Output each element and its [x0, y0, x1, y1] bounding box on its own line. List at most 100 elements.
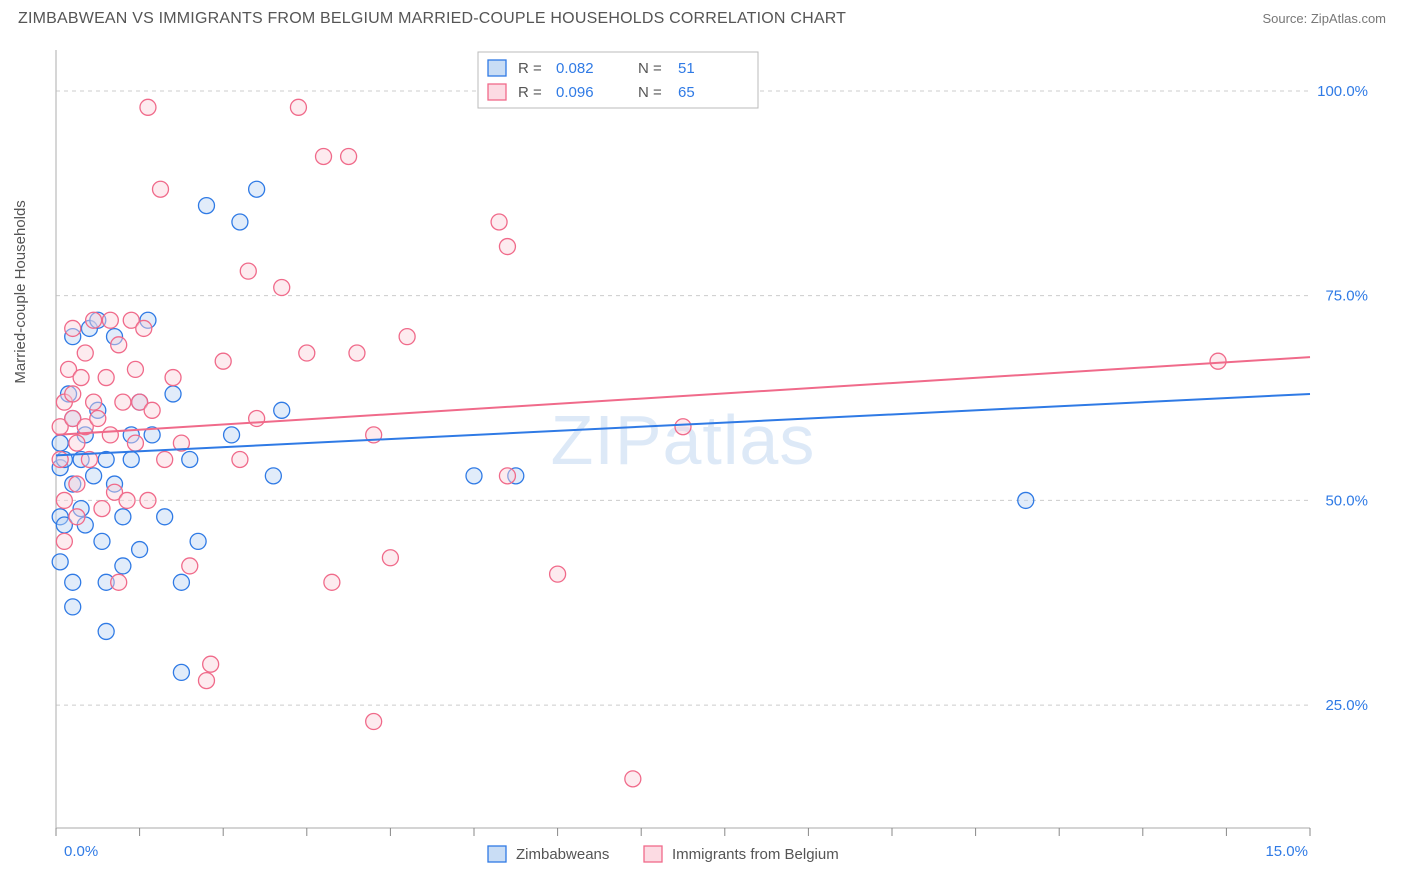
- legend-n-value: 51: [678, 60, 695, 77]
- data-point: [240, 263, 256, 279]
- data-point: [165, 386, 181, 402]
- data-point: [52, 554, 68, 570]
- data-point: [111, 337, 127, 353]
- data-point: [299, 345, 315, 361]
- data-point: [153, 181, 169, 197]
- data-point: [382, 550, 398, 566]
- data-point: [86, 312, 102, 328]
- data-point: [69, 476, 85, 492]
- y-axis-label: Married-couple Households: [12, 200, 29, 383]
- data-point: [232, 451, 248, 467]
- legend-r-value: 0.096: [556, 84, 594, 101]
- chart-title: ZIMBABWEAN VS IMMIGRANTS FROM BELGIUM MA…: [18, 10, 846, 28]
- data-point: [132, 542, 148, 558]
- legend-r-value: 0.082: [556, 60, 594, 77]
- data-point: [86, 468, 102, 484]
- legend-swatch: [488, 60, 506, 76]
- data-point: [115, 509, 131, 525]
- data-point: [90, 411, 106, 427]
- y-tick-label: 100.0%: [1317, 83, 1368, 100]
- data-point: [165, 370, 181, 386]
- data-point: [198, 198, 214, 214]
- data-point: [399, 329, 415, 345]
- legend-swatch: [644, 846, 662, 862]
- data-point: [349, 345, 365, 361]
- data-point: [69, 435, 85, 451]
- data-point: [157, 451, 173, 467]
- data-point: [127, 435, 143, 451]
- data-point: [182, 558, 198, 574]
- source-label: Source: ZipAtlas.com: [1262, 11, 1386, 26]
- legend-r-label: R =: [518, 84, 542, 101]
- data-point: [173, 664, 189, 680]
- data-point: [69, 509, 85, 525]
- data-point: [140, 99, 156, 115]
- data-point: [119, 492, 135, 508]
- data-point: [65, 599, 81, 615]
- data-point: [366, 714, 382, 730]
- data-point: [52, 435, 68, 451]
- data-point: [274, 402, 290, 418]
- data-point: [316, 148, 332, 164]
- x-tick-label: 15.0%: [1265, 843, 1308, 860]
- data-point: [1210, 353, 1226, 369]
- data-point: [215, 353, 231, 369]
- y-tick-label: 25.0%: [1325, 697, 1368, 714]
- data-point: [136, 320, 152, 336]
- data-point: [203, 656, 219, 672]
- legend-n-value: 65: [678, 84, 695, 101]
- data-point: [550, 566, 566, 582]
- data-point: [466, 468, 482, 484]
- data-point: [86, 394, 102, 410]
- data-point: [98, 370, 114, 386]
- data-point: [224, 427, 240, 443]
- data-point: [65, 386, 81, 402]
- data-point: [56, 533, 72, 549]
- chart-container: Married-couple Households 25.0%50.0%75.0…: [18, 40, 1388, 874]
- data-point: [198, 673, 214, 689]
- x-tick-label: 0.0%: [64, 843, 98, 860]
- legend-n-label: N =: [638, 84, 662, 101]
- data-point: [77, 345, 93, 361]
- data-point: [274, 279, 290, 295]
- legend-swatch: [488, 846, 506, 862]
- watermark: ZIPatlas: [551, 401, 816, 479]
- data-point: [140, 492, 156, 508]
- data-point: [324, 574, 340, 590]
- data-point: [111, 574, 127, 590]
- data-point: [56, 492, 72, 508]
- data-point: [1018, 492, 1034, 508]
- data-point: [65, 320, 81, 336]
- data-point: [115, 394, 131, 410]
- legend-swatch: [488, 84, 506, 100]
- data-point: [173, 574, 189, 590]
- data-point: [182, 451, 198, 467]
- legend-series-label: Immigrants from Belgium: [672, 846, 839, 863]
- data-point: [341, 148, 357, 164]
- legend-r-label: R =: [518, 60, 542, 77]
- data-point: [73, 370, 89, 386]
- data-point: [491, 214, 507, 230]
- y-tick-label: 50.0%: [1325, 492, 1368, 509]
- data-point: [102, 427, 118, 443]
- data-point: [265, 468, 281, 484]
- data-point: [98, 623, 114, 639]
- data-point: [625, 771, 641, 787]
- data-point: [157, 509, 173, 525]
- data-point: [190, 533, 206, 549]
- data-point: [123, 451, 139, 467]
- data-point: [102, 312, 118, 328]
- data-point: [249, 181, 265, 197]
- data-point: [499, 468, 515, 484]
- y-tick-label: 75.0%: [1325, 288, 1368, 305]
- data-point: [232, 214, 248, 230]
- data-point: [290, 99, 306, 115]
- data-point: [94, 501, 110, 517]
- legend-n-label: N =: [638, 60, 662, 77]
- data-point: [499, 239, 515, 255]
- legend-series-label: Zimbabweans: [516, 846, 609, 863]
- data-point: [127, 361, 143, 377]
- data-point: [675, 419, 691, 435]
- scatter-chart: 25.0% 50.0% 75.0% 100.0% ZIPatlas 0.0% 15.0% R …: [18, 40, 1388, 874]
- data-point: [249, 411, 265, 427]
